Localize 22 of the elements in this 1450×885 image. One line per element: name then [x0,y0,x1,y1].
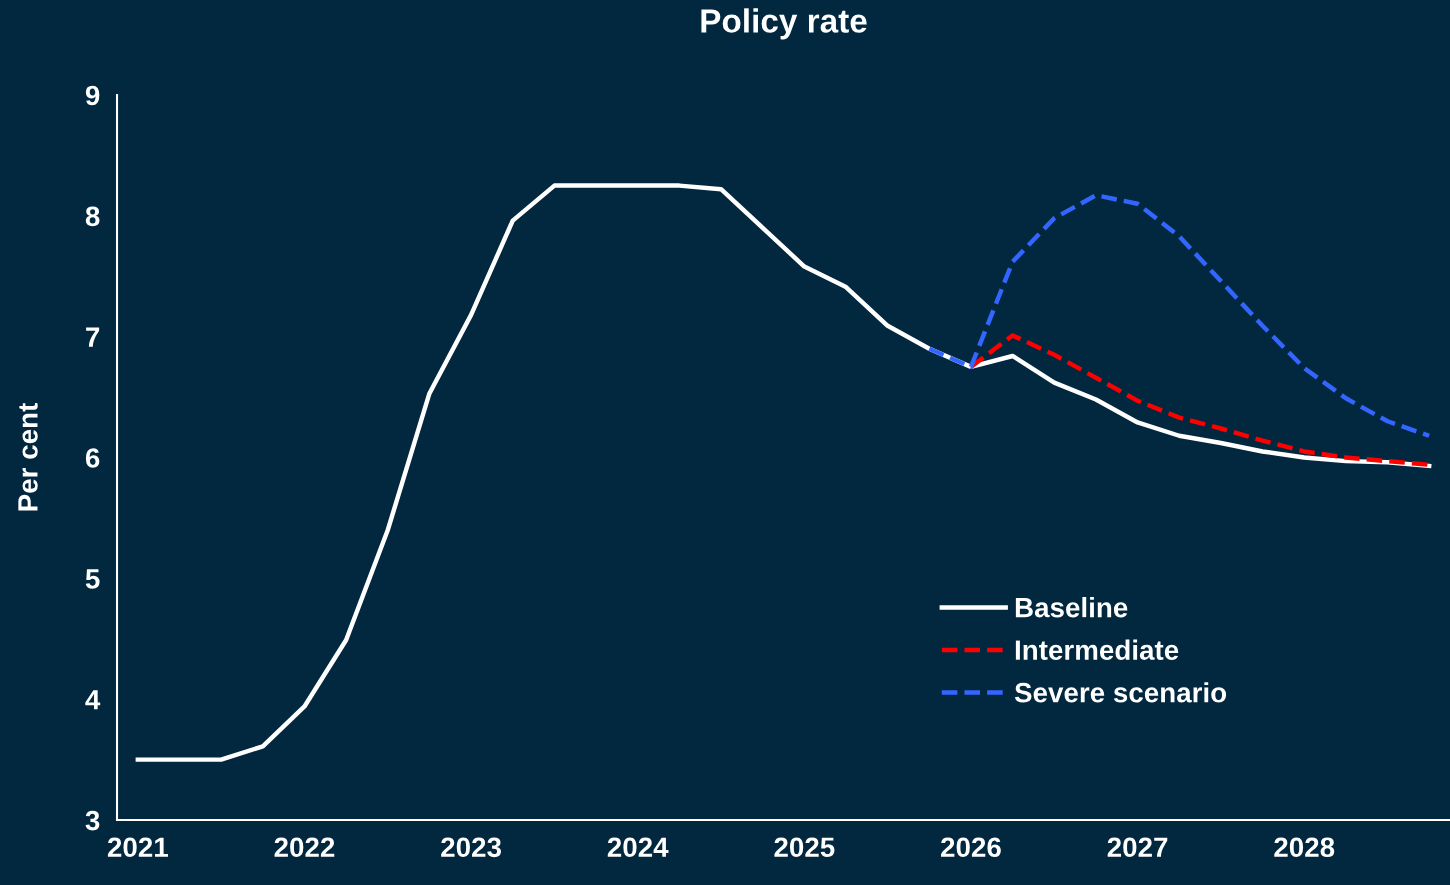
legend-label: Intermediate [1015,639,1179,660]
y-tick-label: 3 [85,810,100,831]
line-series [927,193,1432,438]
x-tick-label: 2026 [941,837,1001,858]
y-tick-label: 6 [85,448,100,468]
y-tick-label: 9 [85,85,100,106]
x-tick-label: 2028 [1274,837,1335,858]
y-tick-label: 7 [86,327,100,347]
x-tick-label: 2024 [607,837,669,858]
x-tick-label: 2022 [274,837,335,858]
x-tick-label: 2021 [107,837,168,858]
y-tick-label: 5 [85,569,100,589]
y-tick-label: 4 [85,690,101,710]
x-tick-label: 2023 [441,837,501,858]
line-series [135,183,1432,762]
legend-label: Baseline [1015,597,1128,618]
y-tick-label: 8 [85,206,100,227]
y-axis-title: Per cent [18,403,38,511]
chart-title: Policy rate [701,8,867,40]
x-tick-label: 2025 [774,837,835,858]
legend-label: Severe scenario [1014,682,1227,703]
x-tick-label: 2027 [1107,837,1168,858]
